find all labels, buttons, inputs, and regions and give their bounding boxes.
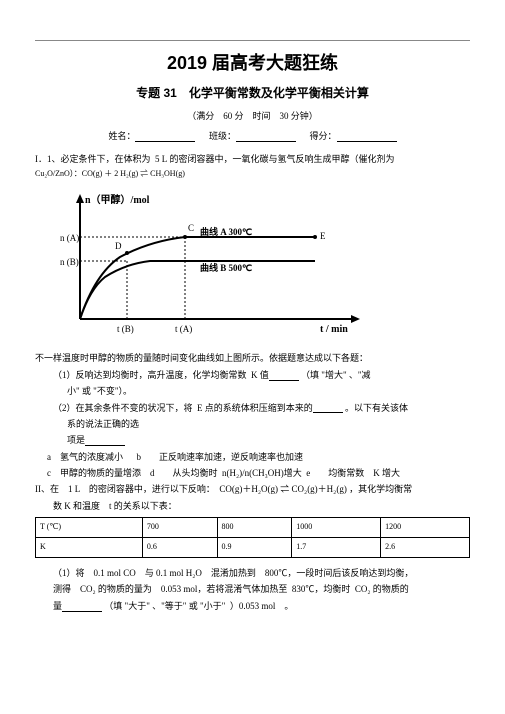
svg-text:C: C xyxy=(188,223,194,233)
svg-text:曲线 B 500℃: 曲线 B 500℃ xyxy=(200,262,252,273)
svg-text:t / min: t / min xyxy=(320,324,348,335)
sub-question-1: （1）反响达到均衡时，高升温度，化学均衡常数 K 值 （填 "增大" 、"减 xyxy=(35,368,470,382)
question-1-stem: I．1、必定条件下，在体积为 5 L 的密闭容器中，一氧化碳与氢气反响生成甲醇（… xyxy=(35,152,470,166)
sub2-1-line1: （1）将 0.1 mol CO 与 0.1 mol H₂O 混淆加热到 800℃… xyxy=(35,566,470,580)
k-temperature-table: T (℃) 700 800 1000 1200 K 0.6 0.9 1.7 2.… xyxy=(35,517,470,558)
svg-text:曲线 A 300℃: 曲线 A 300℃ xyxy=(200,226,252,237)
svg-text:t (A): t (A) xyxy=(175,324,192,334)
sub-question-2: （2）在其余条件不变的状况下，将 E 点的系统体积压缩到本来的 。以下有关该体 xyxy=(35,401,470,415)
table-row: T (℃) 700 800 1000 1200 xyxy=(36,518,470,538)
sub-title: 专题 31 化学平衡常数及化学平衡相关计算 xyxy=(35,84,470,103)
sub2-1-line2: 测得 CO₂ 的物质的量为 0.053 mol，若将混淆气体加热至 830℃，均… xyxy=(35,582,470,596)
svg-text:n (B): n (B) xyxy=(60,257,79,267)
svg-text:D: D xyxy=(115,241,122,251)
timing-info: （满分 60 分 时间 30 分钟） xyxy=(35,109,470,123)
sub-question-2b: 系的说法正确的选 xyxy=(35,417,470,431)
chart-ylabel: n（甲醇）/mol xyxy=(85,193,150,206)
main-title: 2019 届高考大题狂练 xyxy=(35,49,470,78)
student-fields: 姓名： 班级： 得分： xyxy=(35,129,470,143)
question-2: II、在 1 L 的密闭容器中，进行以下反响： CO(g)＋H₂O(g) ⇌ C… xyxy=(35,482,470,496)
name-label: 姓名： xyxy=(108,129,135,143)
svg-text:t (B): t (B) xyxy=(117,324,134,334)
option-cde: c 甲醇的物质的量增添 d 从头均衡时 n(H₂)/n(CH₃OH)增大 e 均… xyxy=(35,466,470,480)
methanol-time-chart: n（甲醇）/mol n (A) n (B) C D E 曲线 A 300℃ 曲线… xyxy=(55,189,470,343)
option-ab: a 氢气的浓度减小 b 正反响速率加速，逆反响速率也加速 xyxy=(35,450,470,464)
svg-text:E: E xyxy=(320,231,326,241)
class-label: 班级： xyxy=(209,129,236,143)
svg-text:n (A): n (A) xyxy=(60,233,79,243)
sub-question-2c: 项是 xyxy=(35,433,470,447)
question-1-equation: Cu₂O/ZnO）：CO(g) ＋ 2 H₂(g) ⇌ CH₃OH(g) xyxy=(35,168,470,181)
score-label: 得分： xyxy=(310,129,337,143)
table-row: K 0.6 0.9 1.7 2.6 xyxy=(36,538,470,558)
q1-followup: 不一样温度时甲醇的物质的量随时间变化曲线如上图所示。依据题意达成以下各题： xyxy=(35,351,470,365)
sub-question-1b: 小" 或 "不变"）。 xyxy=(35,384,470,398)
question-2b: 数 K 和温度 t 的关系以下表： xyxy=(35,499,470,513)
sub2-1-line3: 量 （填 "大于" 、"等于" 或 "小于" ）0.053 mol 。 xyxy=(35,599,470,613)
